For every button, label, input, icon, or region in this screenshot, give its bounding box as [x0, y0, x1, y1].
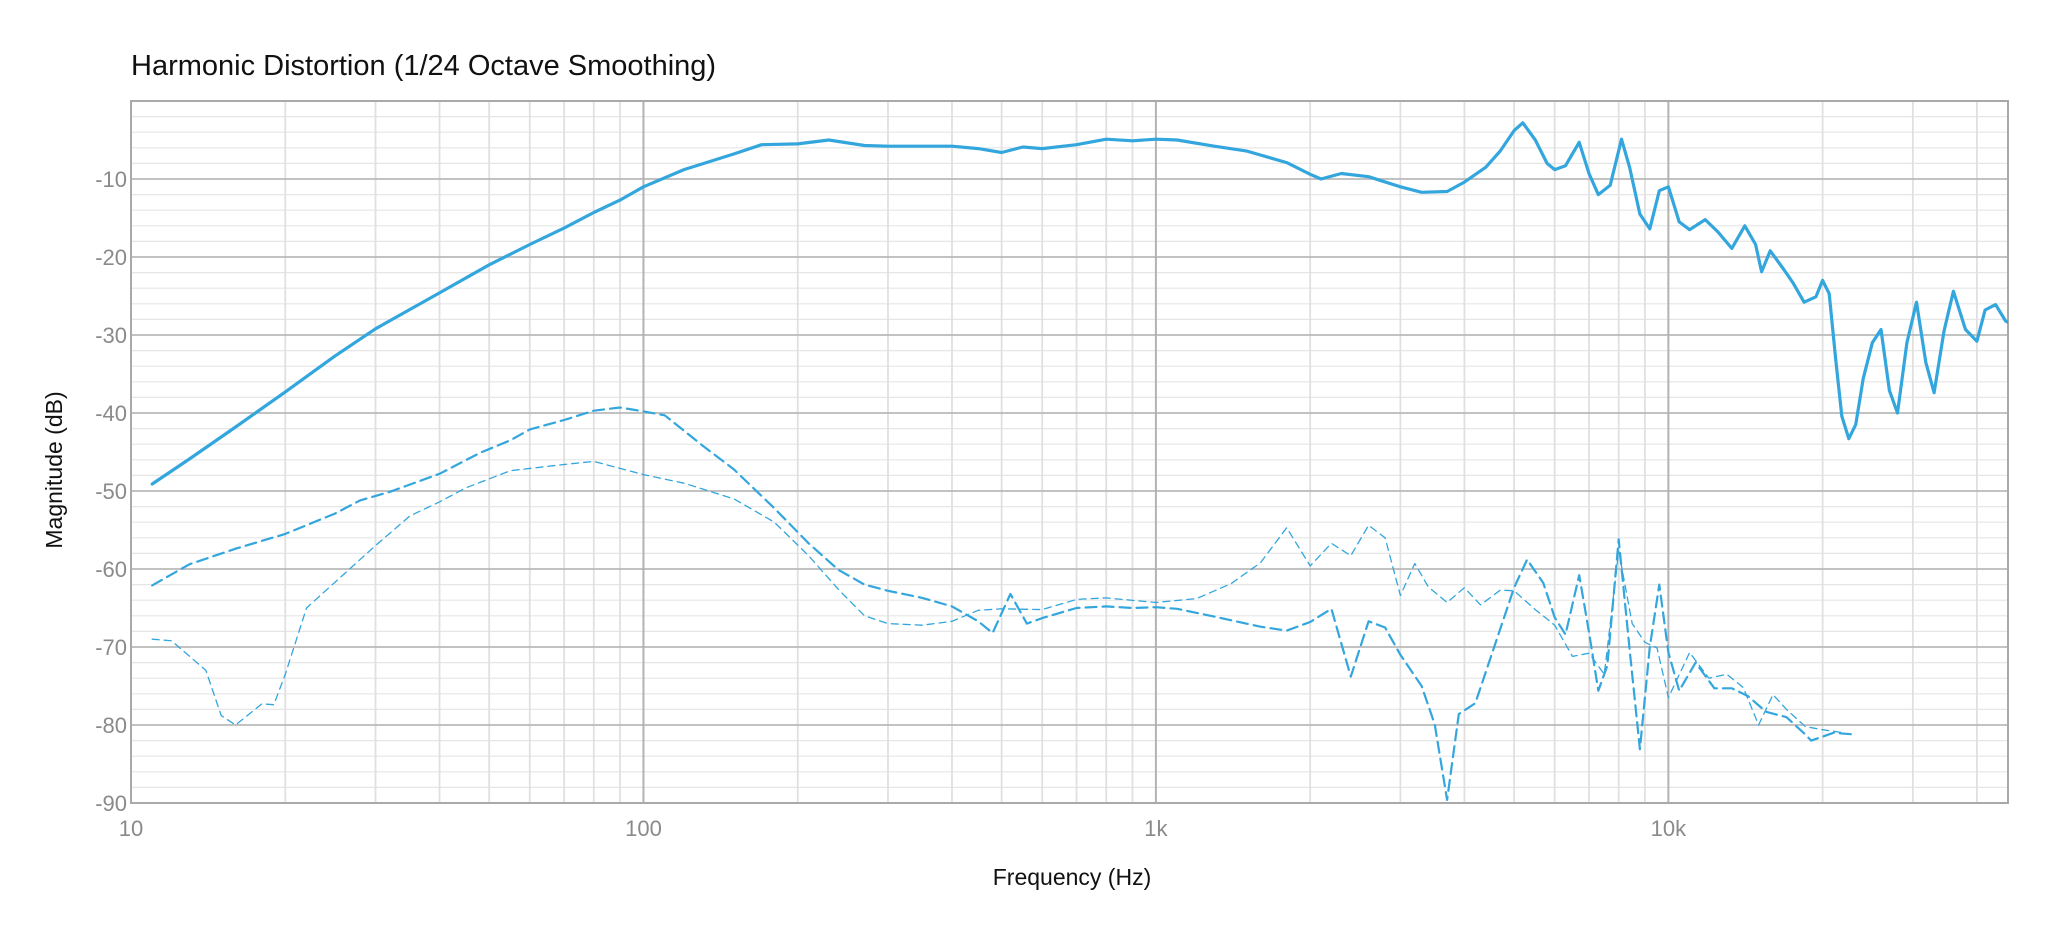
- x-axis-label: Frequency (Hz): [993, 864, 1151, 890]
- series-line-dashed: [151, 406, 1855, 801]
- y-tick-label: -60: [95, 557, 127, 582]
- x-tick-label: 1k: [1144, 816, 1168, 841]
- chart-subtitle: (1/24 Octave Smoothing): [393, 50, 717, 82]
- y-tick-label: -30: [95, 323, 127, 348]
- chart-title: Harmonic Distortion (1/24 Octave Smoothi…: [131, 50, 716, 83]
- y-tick-label: -80: [95, 713, 127, 738]
- x-tick-label: 100: [625, 816, 662, 841]
- y-tick-label: -10: [95, 167, 127, 192]
- series-line-solid: [150, 121, 2008, 486]
- series-line-fine-dashed: [151, 460, 1845, 734]
- y-tick-label: -20: [95, 245, 127, 270]
- y-tick-label: -40: [95, 401, 127, 426]
- chart-title-main: Harmonic Distortion: [131, 50, 386, 82]
- y-tick-label: -70: [95, 635, 127, 660]
- y-tick-labels: -10 -20 -30 -40 -50 -60 -70 -80 -90: [95, 167, 127, 816]
- y-tick-label: -50: [95, 479, 127, 504]
- plot-frame: [130, 100, 2009, 804]
- grid-major: [131, 101, 2008, 803]
- y-axis-label: Magnitude (dB): [41, 391, 67, 548]
- x-tick-labels: 10 100 1k 10k: [119, 816, 1687, 841]
- x-tick-label: 10k: [1651, 816, 1687, 841]
- x-tick-label: 10: [119, 816, 143, 841]
- series-group: [150, 121, 2008, 801]
- y-tick-label: -90: [95, 791, 127, 816]
- grid-minor-horizontal: [131, 115, 2008, 789]
- grid-minor-vertical: [284, 101, 1978, 803]
